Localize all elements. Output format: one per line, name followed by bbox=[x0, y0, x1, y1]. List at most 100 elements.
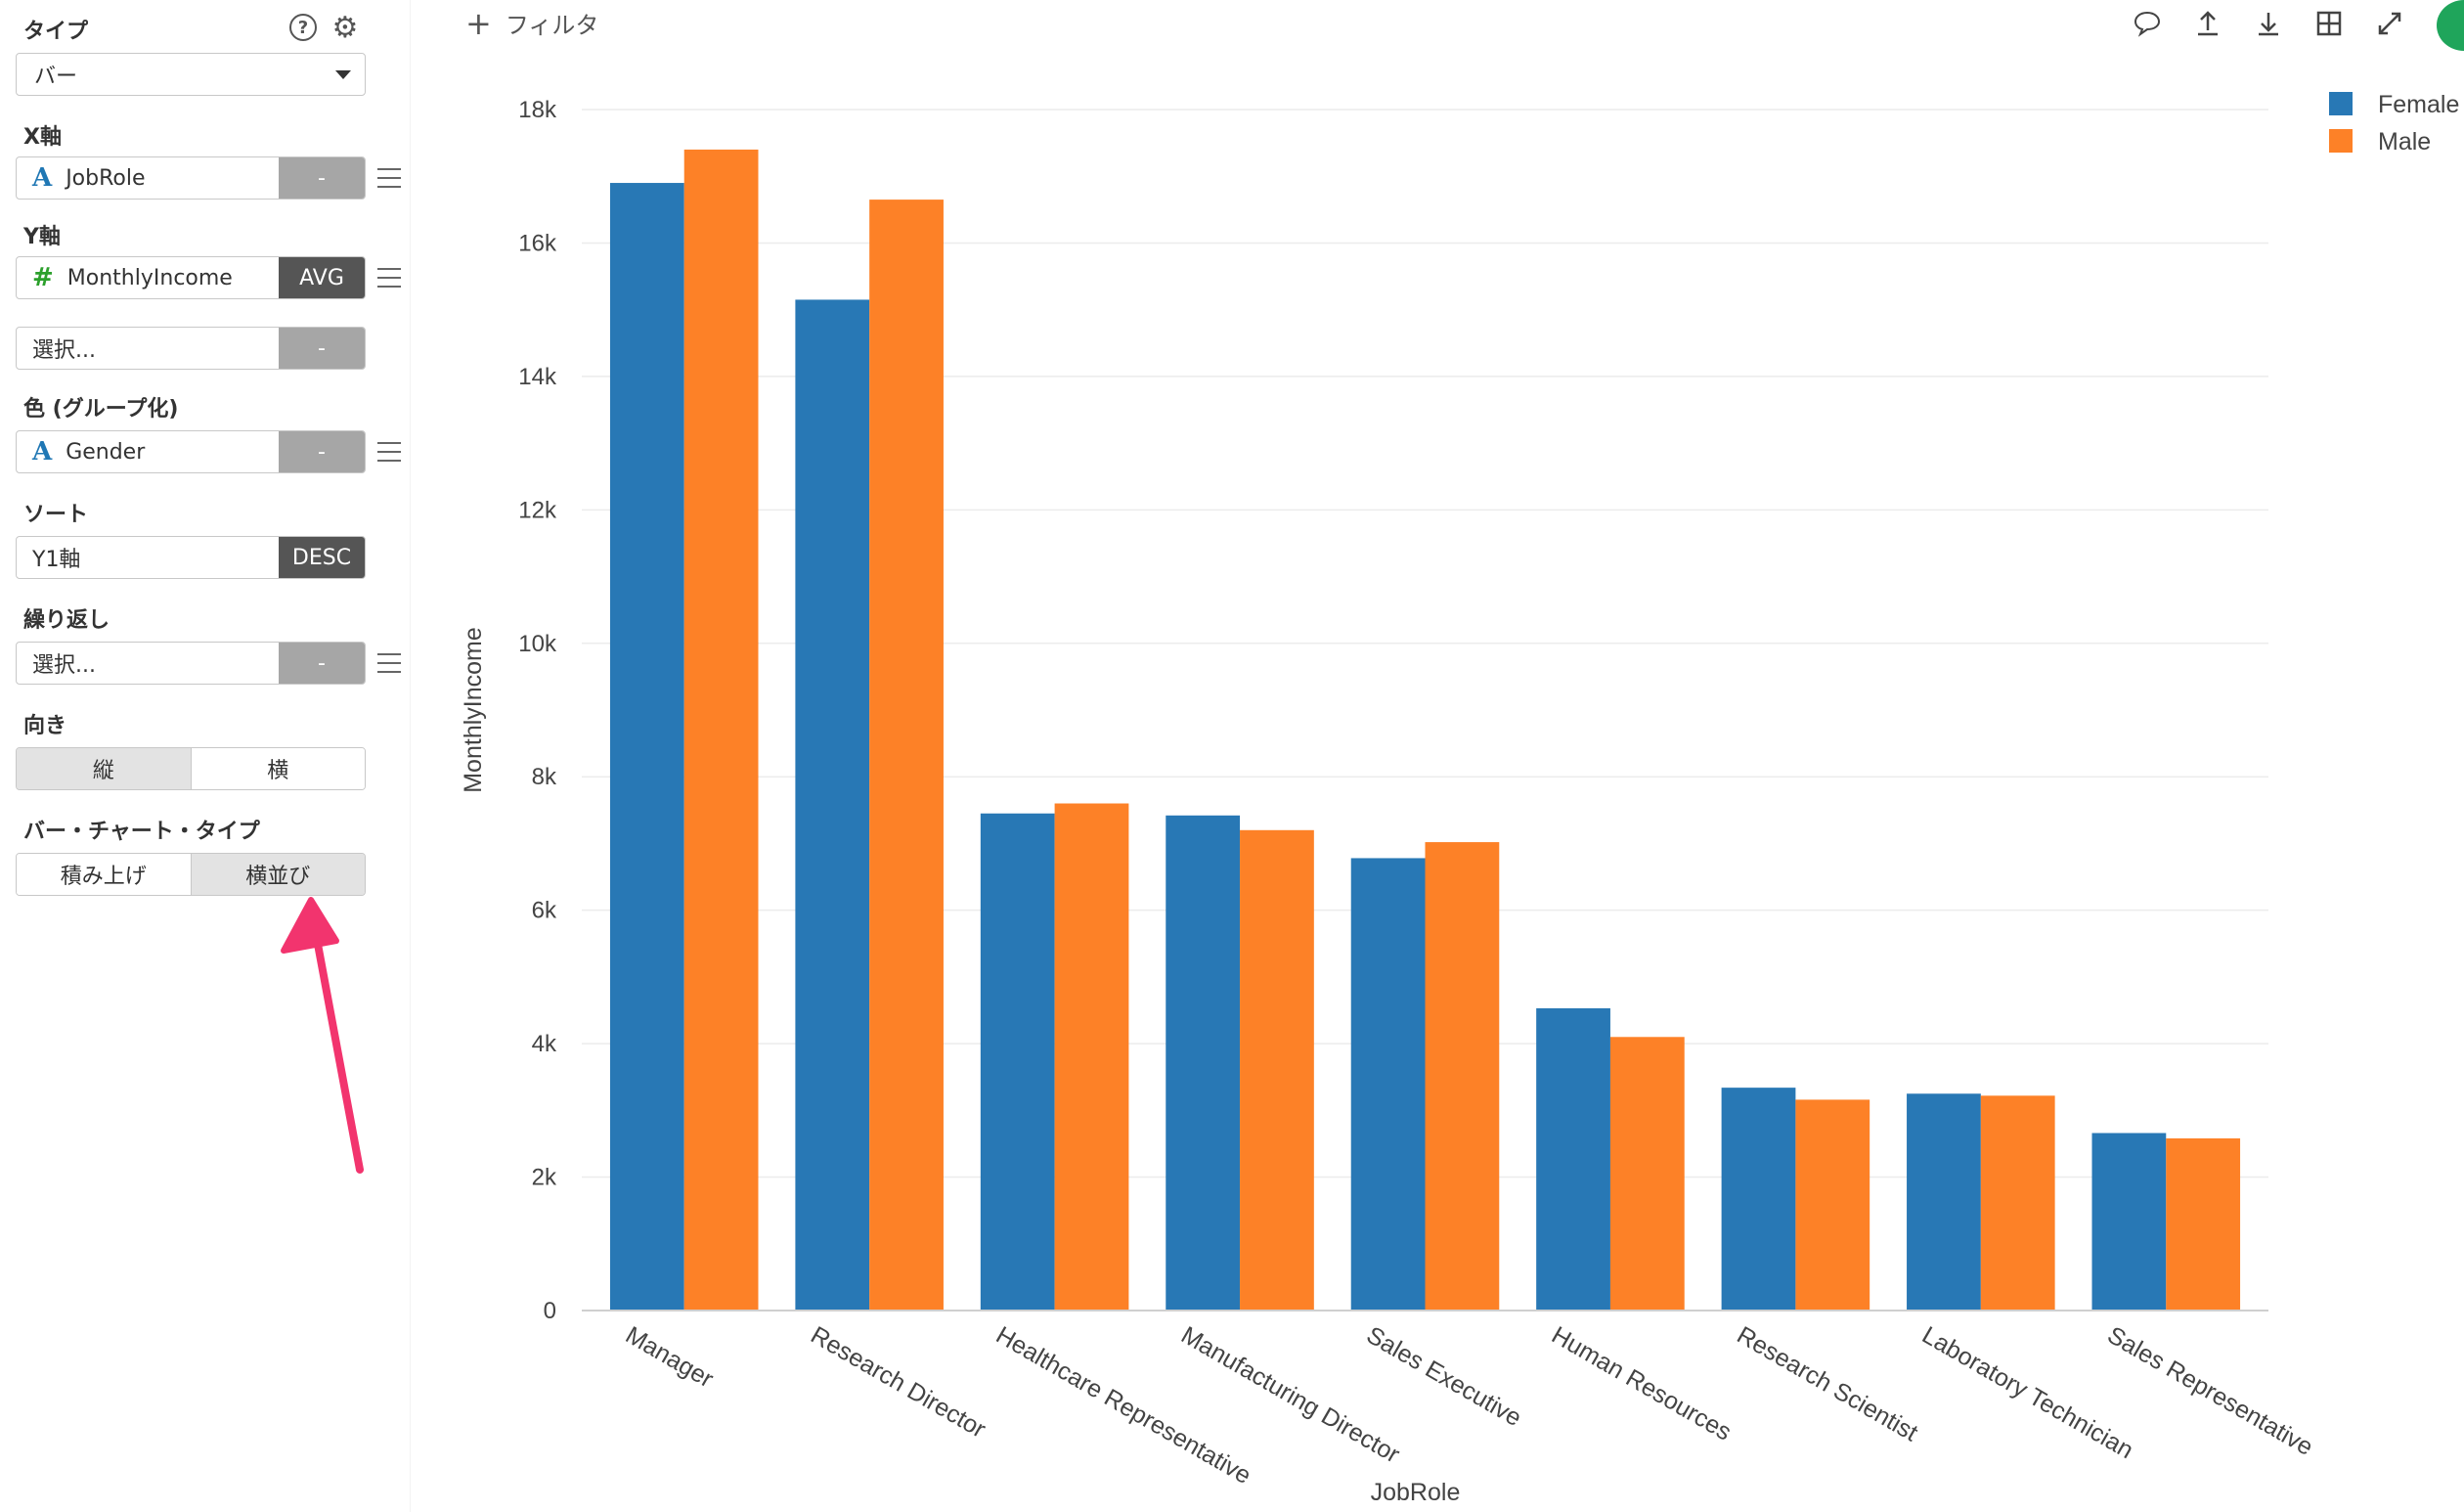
y-tick-label: 2k bbox=[532, 1165, 557, 1191]
y-tick-labels: 0 2k 4k 6k 8k 10k 12k 14k 16k 18k bbox=[518, 97, 557, 1324]
legend-swatch-female bbox=[2329, 92, 2353, 115]
sort-field[interactable]: Y1軸 DESC bbox=[16, 536, 366, 579]
x-axis-menu-icon[interactable] bbox=[377, 168, 401, 188]
legend-swatch-male bbox=[2329, 129, 2353, 153]
bar-female[interactable] bbox=[1907, 1093, 1981, 1311]
sort-order-button[interactable]: DESC bbox=[279, 537, 365, 578]
chevron-down-icon bbox=[335, 69, 351, 79]
orientation-vertical-option[interactable]: 縦 bbox=[17, 748, 191, 789]
comment-icon[interactable] bbox=[2132, 8, 2163, 39]
repeat-agg-button[interactable]: - bbox=[279, 643, 365, 684]
string-type-icon: A bbox=[32, 163, 53, 193]
bar-male[interactable] bbox=[2166, 1137, 2241, 1311]
x-axis-field[interactable]: A JobRole - bbox=[16, 156, 366, 200]
repeat-field[interactable]: 選択... - bbox=[16, 642, 366, 685]
orientation-toggle: 縦 横 bbox=[16, 747, 366, 790]
chart-config-sidebar: タイプ ? ⚙ バー X軸 A JobRole - Y軸 # MonthlyInco… bbox=[0, 0, 411, 1512]
orientation-horizontal-option[interactable]: 横 bbox=[190, 748, 365, 789]
plus-icon: + bbox=[465, 4, 492, 42]
bars bbox=[609, 149, 2241, 1312]
user-avatar[interactable] bbox=[2437, 0, 2464, 51]
bar-male[interactable] bbox=[1980, 1095, 2055, 1311]
x-tick-label: Sales Executive bbox=[1362, 1321, 1526, 1432]
bar-female[interactable] bbox=[2091, 1133, 2167, 1311]
sort-label: ソート bbox=[23, 503, 89, 527]
legend: Female Male bbox=[2329, 91, 2459, 156]
bar-male[interactable] bbox=[1240, 829, 1314, 1311]
download-icon[interactable] bbox=[2253, 8, 2284, 39]
orientation-label: 向き bbox=[23, 714, 67, 738]
bar-chart: 0 2k 4k 6k 8k 10k 12k 14k 16k 18k Manager Research… bbox=[411, 59, 2464, 1512]
bar-female[interactable] bbox=[1350, 858, 1426, 1311]
x-axis-agg-button[interactable]: - bbox=[279, 157, 365, 199]
help-icon[interactable]: ? bbox=[289, 14, 317, 41]
y-tick-label: 4k bbox=[532, 1031, 557, 1057]
y-axis-agg-button[interactable]: AVG bbox=[279, 257, 365, 298]
color-field[interactable]: A Gender - bbox=[16, 430, 366, 473]
sidebar-top-icons: ? ⚙ bbox=[289, 14, 360, 43]
bar-type-grouped-option[interactable]: 横並び bbox=[190, 854, 365, 895]
bar-female[interactable] bbox=[1166, 815, 1241, 1311]
type-label: タイプ bbox=[23, 20, 89, 44]
bar-type-stacked-option[interactable]: 積み上げ bbox=[17, 854, 191, 895]
gear-icon[interactable]: ⚙ bbox=[331, 11, 359, 45]
bar-male[interactable] bbox=[869, 200, 944, 1312]
y-axis-label: Y軸 bbox=[23, 225, 61, 249]
y-tick-label: 10k bbox=[518, 631, 557, 657]
bar-male[interactable] bbox=[1795, 1099, 1870, 1311]
y-axis-field-name: MonthlyIncome bbox=[66, 265, 233, 290]
legend-item-female[interactable]: Female bbox=[2378, 91, 2459, 118]
upload-icon[interactable] bbox=[2192, 8, 2223, 39]
x-tick-labels: Manager Research Director Healthcare Repre… bbox=[621, 1321, 2317, 1490]
y-tick-label: 8k bbox=[532, 764, 557, 790]
x-axis-label: X軸 bbox=[23, 125, 62, 150]
y-tick-label: 14k bbox=[518, 364, 557, 390]
bar-male[interactable] bbox=[1425, 842, 1500, 1311]
add-filter-button[interactable]: + フィルタ bbox=[465, 6, 598, 40]
sort-field-name: Y1軸 bbox=[32, 548, 81, 572]
annotation-arrow bbox=[281, 897, 364, 1174]
y-tick-label: 18k bbox=[518, 97, 557, 123]
y-axis-title: MonthlyIncome bbox=[460, 627, 487, 793]
x-axis-title: JobRole bbox=[1371, 1479, 1461, 1506]
number-type-icon: # bbox=[32, 263, 54, 292]
bar-type-toggle: 積み上げ 横並び bbox=[16, 853, 366, 896]
bar-male[interactable] bbox=[683, 149, 759, 1311]
bar-type-label: バー・チャート・タイプ bbox=[23, 820, 260, 844]
chart-toolbar bbox=[2132, 8, 2405, 39]
bar-female[interactable] bbox=[795, 299, 870, 1311]
x-tick-label: Research Scientist bbox=[1733, 1321, 1923, 1446]
bar-female[interactable] bbox=[1536, 1007, 1610, 1311]
chart-type-value: バー bbox=[34, 65, 78, 89]
grid-icon[interactable] bbox=[2313, 8, 2345, 39]
color-agg-button[interactable]: - bbox=[279, 431, 365, 472]
chart-svg: 0 2k 4k 6k 8k 10k 12k 14k 16k 18k Manager Research… bbox=[460, 91, 2459, 1506]
string-type-icon: A bbox=[32, 437, 53, 467]
bar-female[interactable] bbox=[609, 183, 684, 1311]
repeat-menu-icon[interactable] bbox=[377, 653, 401, 673]
bar-male[interactable] bbox=[1054, 803, 1129, 1311]
color-field-name: Gender bbox=[66, 439, 146, 465]
y-axis2-placeholder: 選択... bbox=[32, 338, 96, 363]
expand-icon[interactable] bbox=[2374, 8, 2405, 39]
x-axis-field-name: JobRole bbox=[66, 165, 146, 191]
x-tick-label: Human Resources bbox=[1547, 1321, 1736, 1446]
color-menu-icon[interactable] bbox=[377, 442, 401, 462]
y-axis2-agg-button[interactable]: - bbox=[279, 328, 365, 369]
legend-item-male[interactable]: Male bbox=[2378, 128, 2431, 156]
bar-female[interactable] bbox=[1721, 1088, 1796, 1311]
repeat-label: 繰り返し bbox=[23, 608, 110, 633]
filter-label: フィルタ bbox=[505, 12, 599, 39]
bar-male[interactable] bbox=[1609, 1037, 1685, 1311]
y-tick-label: 12k bbox=[518, 497, 557, 523]
y-axis2-field[interactable]: 選択... - bbox=[16, 327, 366, 370]
chart-type-select[interactable]: バー bbox=[16, 53, 366, 96]
repeat-placeholder: 選択... bbox=[32, 653, 96, 678]
x-tick-label: Manager bbox=[621, 1321, 718, 1394]
y-axis-field[interactable]: # MonthlyIncome AVG bbox=[16, 256, 366, 299]
y-axis-menu-icon[interactable] bbox=[377, 268, 401, 288]
color-label: 色 (グループ化) bbox=[23, 397, 179, 422]
bar-female[interactable] bbox=[980, 813, 1055, 1311]
y-tick-label: 6k bbox=[532, 898, 557, 924]
x-tick-label: Research Director bbox=[806, 1321, 990, 1444]
